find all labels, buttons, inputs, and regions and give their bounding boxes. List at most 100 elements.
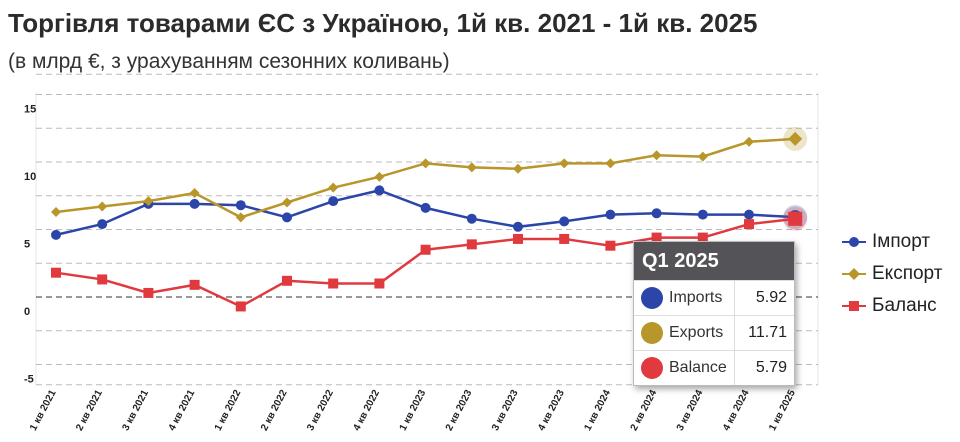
data-point-balance[interactable] (328, 278, 339, 289)
data-point-exports[interactable] (143, 196, 154, 207)
legend-imports-marker (842, 237, 866, 247)
x-tick-label: 2 кв 2024 (629, 388, 660, 433)
x-tick-label: 3 кв 2023 (490, 388, 521, 433)
data-point-imports[interactable] (328, 196, 339, 207)
data-point-imports[interactable] (559, 216, 570, 227)
y-tick-label: 5 (24, 239, 30, 251)
data-point-balance[interactable] (788, 211, 803, 226)
series-imports[interactable] (51, 185, 808, 240)
data-point-exports[interactable] (328, 182, 339, 193)
data-point-exports[interactable] (605, 158, 616, 169)
y-tick-label: 0 (24, 306, 30, 318)
data-point-imports[interactable] (97, 219, 108, 230)
data-point-exports[interactable] (466, 162, 477, 173)
data-point-exports[interactable] (235, 212, 246, 223)
data-point-exports[interactable] (189, 188, 200, 199)
data-point-balance[interactable] (189, 279, 200, 290)
data-point-imports[interactable] (235, 200, 246, 211)
series-balance[interactable] (51, 206, 808, 312)
tooltip-row-imports: Imports 5.92 (634, 280, 794, 315)
data-point-balance[interactable] (744, 219, 754, 230)
data-point-balance[interactable] (697, 232, 708, 243)
legend-item-balance[interactable]: Баланс (842, 290, 958, 322)
data-point-balance[interactable] (235, 301, 246, 312)
x-tick-label: 1 кв 2021 (28, 388, 59, 433)
legend: Імпорт Експорт Баланс (842, 226, 958, 322)
data-point-imports[interactable] (605, 209, 616, 220)
tooltip-imports-dot (641, 287, 663, 309)
legend-label-imports: Імпорт (872, 231, 931, 252)
legend-item-exports[interactable]: Експорт (842, 258, 958, 290)
series-exports[interactable] (51, 126, 808, 223)
data-point-imports[interactable] (513, 221, 523, 232)
data-point-exports[interactable] (282, 197, 292, 208)
data-point-exports[interactable] (559, 158, 570, 169)
tooltip: Q1 2025 Imports 5.92 Exports 11.71 Balan… (633, 241, 795, 386)
data-point-exports[interactable] (420, 158, 431, 169)
tooltip-balance-label: Balance (669, 359, 727, 376)
legend-balance-marker (842, 301, 866, 311)
x-tick-label: 4 кв 2024 (721, 388, 752, 433)
tooltip-row-exports: Exports 11.71 (634, 315, 794, 350)
x-tick-label: 3 кв 2024 (675, 388, 706, 433)
x-tick-label: 3 кв 2021 (120, 388, 151, 433)
data-point-exports[interactable] (788, 131, 803, 146)
series-layer[interactable] (51, 126, 808, 312)
data-point-exports[interactable] (51, 206, 61, 217)
data-point-imports[interactable] (374, 185, 385, 196)
x-tick-label: 1 кв 2025 (767, 388, 798, 433)
data-point-exports[interactable] (374, 171, 385, 182)
y-tick-label: -5 (24, 374, 34, 386)
data-point-balance[interactable] (143, 287, 154, 298)
x-tick-label: 3 кв 2022 (305, 388, 336, 433)
y-tick-label: 15 (24, 104, 36, 116)
data-point-imports[interactable] (697, 209, 708, 220)
data-point-exports[interactable] (697, 151, 708, 162)
data-point-balance[interactable] (420, 244, 431, 255)
data-point-balance[interactable] (513, 233, 523, 244)
tooltip-title: Q1 2025 (634, 242, 794, 280)
data-point-balance[interactable] (466, 239, 477, 250)
x-tick-label: 2 кв 2023 (444, 388, 475, 433)
legend-item-imports[interactable]: Імпорт (842, 226, 958, 258)
data-point-imports[interactable] (744, 209, 754, 220)
legend-exports-marker (842, 268, 866, 280)
tooltip-imports-label: Imports (669, 289, 723, 306)
tooltip-exports-value: 11.71 (734, 316, 794, 350)
x-tick-label: 4 кв 2023 (536, 388, 567, 433)
data-point-balance[interactable] (51, 267, 61, 278)
data-point-imports[interactable] (420, 202, 431, 213)
data-point-imports[interactable] (651, 208, 662, 219)
data-point-imports[interactable] (51, 229, 61, 240)
tooltip-imports-value: 5.92 (734, 281, 794, 315)
x-tick-label: 1 кв 2022 (213, 388, 244, 433)
tooltip-exports-dot (641, 322, 663, 344)
x-tick-label: 2 кв 2021 (74, 388, 105, 433)
tooltip-balance-value: 5.79 (734, 351, 794, 385)
data-point-balance[interactable] (559, 233, 570, 244)
legend-label-exports: Експорт (872, 263, 943, 284)
data-point-balance[interactable] (374, 278, 385, 289)
tooltip-balance-dot (641, 357, 663, 379)
x-tick-label: 4 кв 2021 (167, 388, 198, 433)
y-tick-label: 10 (24, 171, 36, 183)
data-point-imports[interactable] (466, 213, 477, 224)
data-point-exports[interactable] (651, 150, 662, 161)
legend-label-balance: Баланс (872, 295, 937, 316)
x-tick-label: 4 кв 2022 (351, 388, 382, 433)
data-point-exports[interactable] (513, 163, 523, 174)
data-point-exports[interactable] (97, 201, 108, 212)
data-point-balance[interactable] (605, 240, 616, 251)
data-point-balance[interactable] (651, 232, 662, 243)
x-tick-label: 2 кв 2022 (259, 388, 290, 433)
chart-title: Торгівля товарами ЄС з Україною, 1й кв. … (8, 8, 758, 38)
data-point-imports[interactable] (282, 212, 292, 223)
data-point-balance[interactable] (97, 274, 108, 285)
data-point-imports[interactable] (189, 198, 200, 209)
data-point-exports[interactable] (744, 136, 754, 147)
tooltip-row-balance: Balance 5.79 (634, 350, 794, 385)
tooltip-exports-label: Exports (669, 324, 724, 341)
chart-subtitle: (в млрд €, з урахуванням сезонних колива… (8, 50, 450, 73)
data-point-balance[interactable] (282, 275, 292, 286)
